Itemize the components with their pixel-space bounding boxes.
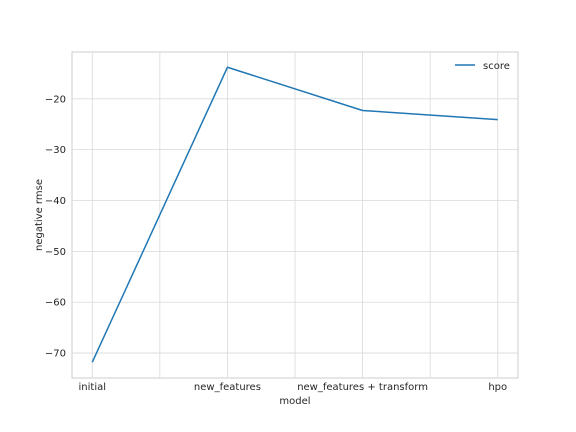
series-layer (91, 66, 498, 363)
y-axis-label: negative rmse (34, 179, 45, 251)
x-tick-label: initial (79, 382, 107, 393)
series-line-score (91, 66, 498, 363)
y-tick-label: −40 (45, 196, 66, 207)
y-tick-label: −70 (45, 349, 66, 360)
y-tick-label: −60 (45, 298, 66, 309)
y-tick-label: −50 (45, 247, 66, 258)
x-tick-label: new_features + transform (297, 382, 428, 393)
y-tick-label: −30 (45, 145, 66, 156)
y-tick-label: −20 (45, 94, 66, 105)
grid-lines (72, 52, 518, 378)
x-tick-label: new_features (194, 382, 261, 393)
x-tick-labels: initial new_features new_features + transf… (79, 382, 508, 393)
x-axis-label: model (279, 396, 310, 407)
legend: score (455, 61, 510, 72)
y-tick-labels: −70 −60 −50 −40 −30 −20 (45, 94, 66, 359)
legend-label-score: score (483, 61, 510, 72)
x-tick-label: hpo (488, 382, 507, 393)
